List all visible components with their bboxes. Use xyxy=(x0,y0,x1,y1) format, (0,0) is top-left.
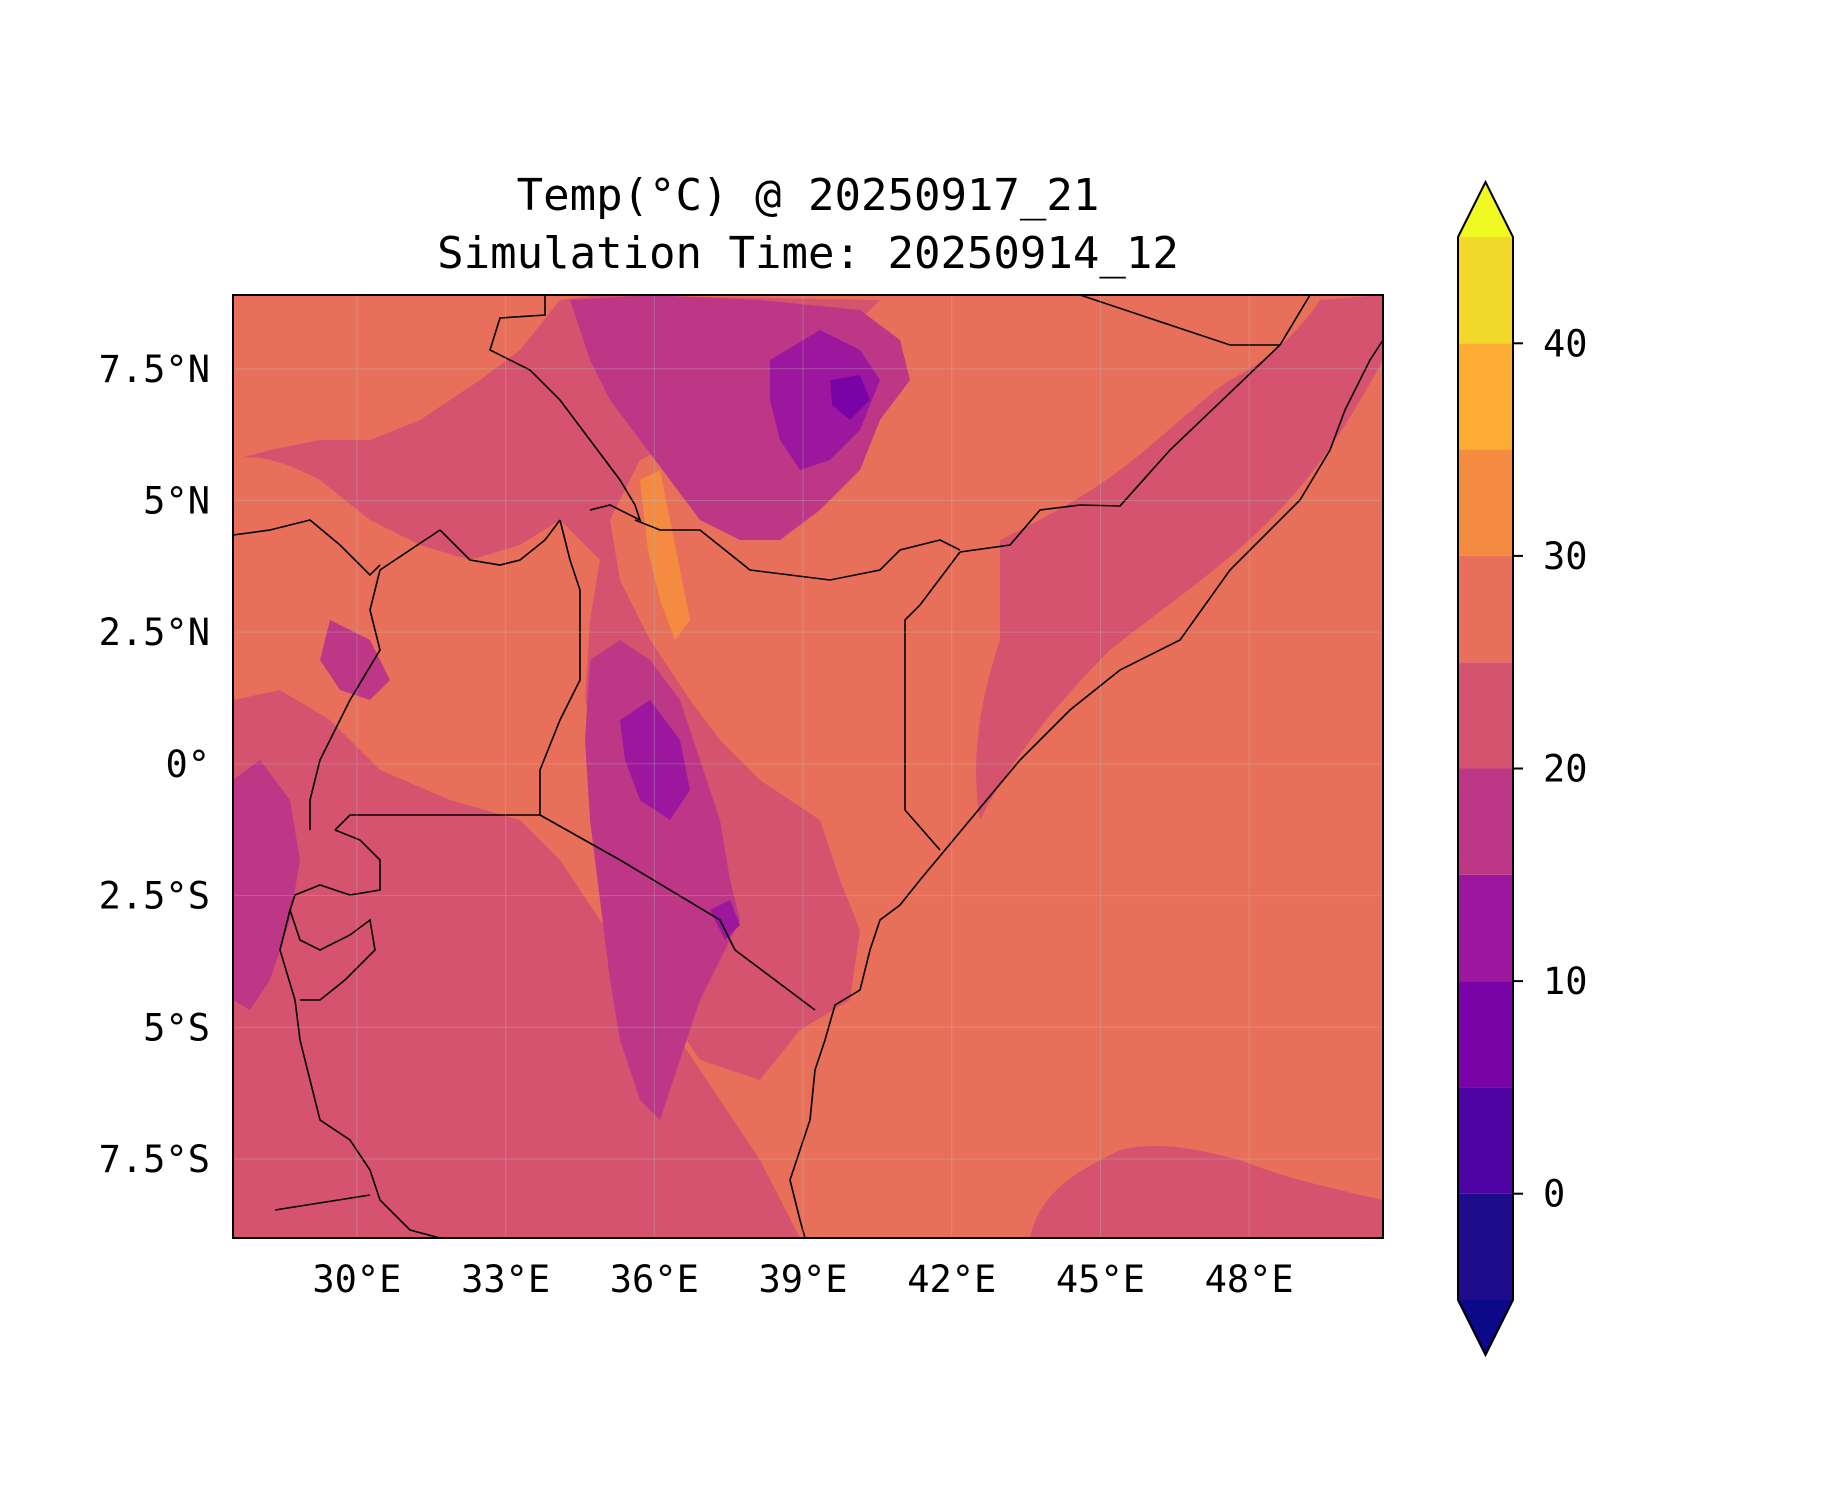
map-gridlines xyxy=(233,295,1383,1238)
y-tick-label: 7.5°S xyxy=(99,1138,210,1181)
y-tick-label: 5°S xyxy=(143,1006,210,1049)
colorbar-bin xyxy=(1458,1087,1513,1194)
border-kenya-tanzania xyxy=(539,814,816,1011)
temp-region-20-25-east-lake xyxy=(1030,1145,1383,1238)
colorbar-tick-label: 40 xyxy=(1543,322,1588,365)
country-borders xyxy=(233,295,1311,1238)
colorbar-bin xyxy=(1458,981,1513,1088)
temp-region-10-15-kenya xyxy=(620,700,690,820)
colorbar-outline xyxy=(1457,179,1514,1358)
y-tick-label: 2.5°N xyxy=(99,611,210,654)
temp-region-30-35-turkana xyxy=(640,470,690,640)
colorbar-bin xyxy=(1458,555,1513,663)
colorbar-bin xyxy=(1458,343,1513,450)
colorbar-bin xyxy=(1458,662,1513,769)
colorbar-tick-label: 10 xyxy=(1543,960,1588,1003)
x-tick-label: 36°E xyxy=(610,1258,699,1301)
coastline xyxy=(789,339,1383,1238)
border-rwanda-burundi xyxy=(289,829,381,1001)
x-axis: 30°E 33°E 36°E 39°E 42°E 45°E 48°E xyxy=(312,1258,1293,1301)
map-frame xyxy=(232,294,1384,1239)
border-sudan-congo xyxy=(233,519,381,577)
x-tick-label: 39°E xyxy=(758,1258,847,1301)
map-plot-area xyxy=(233,295,1383,1238)
x-tick-label: 33°E xyxy=(461,1258,550,1301)
border-tanganyika xyxy=(279,909,441,1238)
colorbar-extend-over xyxy=(1458,182,1513,237)
temp-region-15-20-rwenzori xyxy=(320,620,390,700)
border-zambia xyxy=(274,1194,371,1211)
border-uganda-tanzania xyxy=(334,814,540,831)
colorbar-tick-label: 0 xyxy=(1543,1173,1565,1216)
temp-region-15-20-kenya xyxy=(585,640,740,1120)
colorbar-bin xyxy=(1458,237,1513,344)
border-ethiopia-south-sudan xyxy=(489,295,642,522)
border-south-sudan-uganda xyxy=(439,519,561,566)
temp-region-5-10-ethiopia xyxy=(830,375,870,420)
border-somaliland xyxy=(1079,295,1280,346)
chart-title-line1: Temp(°C) @ 20250917_21 xyxy=(517,170,1100,221)
border-somalia-ethiopia xyxy=(959,295,1311,553)
temp-region-20-25-somalia xyxy=(976,295,1383,820)
border-kenya-somalia xyxy=(904,551,961,851)
border-uganda-kenya xyxy=(539,519,581,815)
y-tick-label: 2.5°S xyxy=(99,875,210,918)
x-tick-label: 42°E xyxy=(907,1258,996,1301)
chart-title-line2: Simulation Time: 20250914_12 xyxy=(437,228,1179,279)
colorbar-bin xyxy=(1458,1193,1513,1300)
border-ethiopia-kenya xyxy=(634,519,961,581)
temp-region-10-15-kilimanjaro xyxy=(710,900,740,940)
y-axis: 7.5°N 5°N 2.5°N 0° 2.5°S 5°S 7.5°S xyxy=(99,348,210,1181)
colorbar-tick-label: 20 xyxy=(1543,748,1588,791)
colorbar-bin xyxy=(1458,874,1513,982)
colorbar-bin xyxy=(1458,768,1513,875)
x-tick-label: 45°E xyxy=(1056,1258,1145,1301)
colorbar-bin xyxy=(1458,449,1513,556)
x-tick-label: 30°E xyxy=(312,1258,401,1301)
temp-region-10-15-ethiopia xyxy=(770,330,880,470)
colorbar-extend-under xyxy=(1458,1300,1513,1355)
colorbar: 0 10 20 30 40 xyxy=(1457,179,1588,1358)
border-uganda-congo xyxy=(309,529,441,830)
y-tick-label: 7.5°N xyxy=(99,348,210,391)
y-tick-label: 0° xyxy=(165,743,210,786)
temp-region-15-20-west xyxy=(233,760,300,1010)
x-tick-label: 48°E xyxy=(1205,1258,1294,1301)
y-tick-label: 5°N xyxy=(143,479,210,522)
colorbar-tick-label: 30 xyxy=(1543,535,1588,578)
